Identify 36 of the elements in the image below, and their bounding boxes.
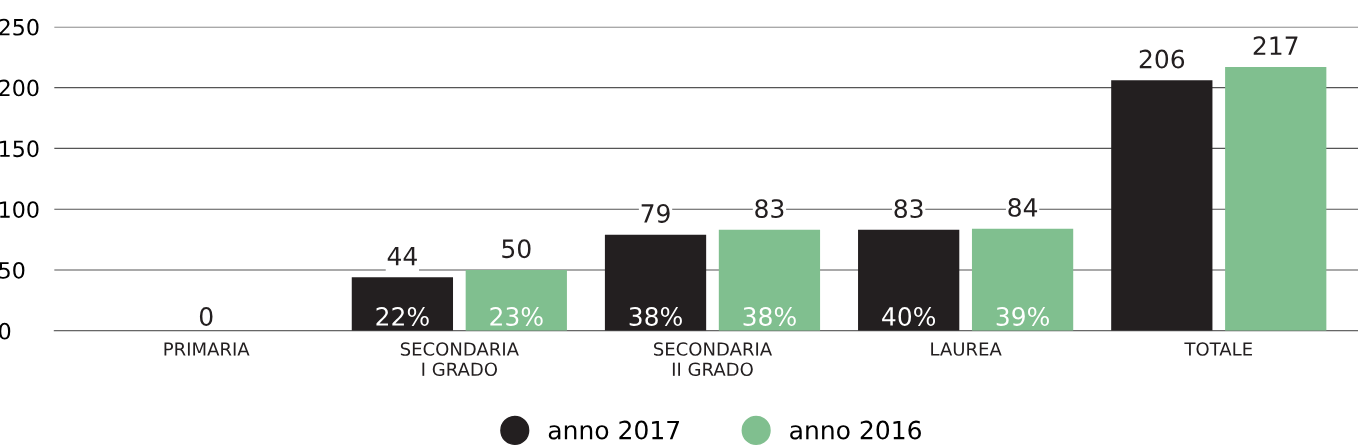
annotation: 38% bbox=[743, 307, 796, 326]
x-tick-label: SECONDARIA I GRADO bbox=[400, 342, 519, 377]
bar bbox=[718, 229, 821, 331]
annotation: 0 bbox=[199, 307, 213, 326]
y-tick-label: 50 bbox=[0, 261, 25, 279]
annotation: 38% bbox=[629, 307, 682, 326]
data-label: 79 bbox=[641, 204, 670, 223]
annotation: 39% bbox=[996, 307, 1049, 326]
annotation: 22% bbox=[376, 307, 429, 326]
y-tick-label: 200 bbox=[0, 79, 39, 97]
y-tick-label: 0 bbox=[0, 322, 11, 340]
data-label: 83 bbox=[894, 199, 923, 219]
data-label: 206 bbox=[1139, 49, 1185, 69]
data-label: 50 bbox=[502, 239, 531, 259]
data-label: 83 bbox=[755, 199, 784, 219]
y-tick-label: 100 bbox=[0, 201, 39, 218]
data-label: 217 bbox=[1253, 36, 1298, 55]
legend-label: anno 2017 bbox=[548, 420, 680, 440]
bar bbox=[604, 234, 707, 331]
bar bbox=[465, 269, 567, 331]
y-tick-label: 250 bbox=[0, 18, 39, 36]
bar bbox=[1111, 80, 1213, 331]
bar bbox=[858, 229, 960, 331]
annotation: 40% bbox=[882, 307, 936, 326]
bar bbox=[1225, 66, 1327, 331]
data-label: 84 bbox=[1008, 197, 1038, 217]
legend-label: anno 2016 bbox=[790, 420, 921, 440]
y-tick-label: 150 bbox=[0, 140, 39, 158]
bar bbox=[351, 277, 454, 331]
x-tick-label: TOTALE bbox=[1184, 342, 1252, 356]
x-tick-label: SECONDARIA II GRADO bbox=[654, 342, 773, 377]
bar bbox=[971, 228, 1074, 331]
annotation: 23% bbox=[490, 307, 543, 326]
x-tick-label: PRIMARIA bbox=[164, 342, 250, 356]
x-tick-label: LAUREA bbox=[931, 342, 1002, 356]
data-label: 44 bbox=[387, 246, 417, 266]
